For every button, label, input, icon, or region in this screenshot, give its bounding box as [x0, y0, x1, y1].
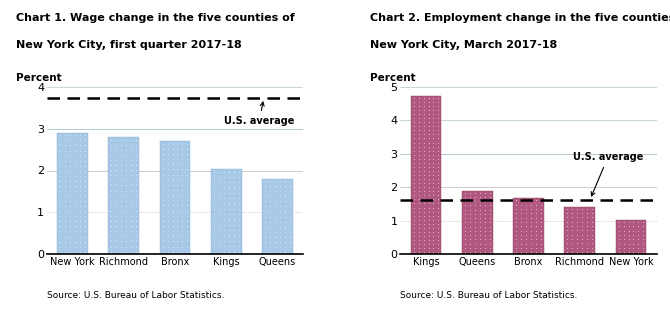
Bar — [462, 191, 492, 254]
Bar — [109, 137, 139, 254]
Text: Chart 1. Wage change in the five counties of: Chart 1. Wage change in the five countie… — [16, 13, 295, 23]
Bar — [411, 96, 442, 254]
Text: Source: U.S. Bureau of Labor Statistics.: Source: U.S. Bureau of Labor Statistics. — [401, 291, 578, 300]
Bar — [57, 133, 88, 254]
Text: New York City, March 2017-18: New York City, March 2017-18 — [370, 40, 557, 50]
Text: Chart 2. Employment change in the five counties of: Chart 2. Employment change in the five c… — [370, 13, 670, 23]
Text: Percent: Percent — [16, 73, 62, 83]
Text: New York City, first quarter 2017-18: New York City, first quarter 2017-18 — [16, 40, 242, 50]
Bar — [262, 179, 293, 254]
Text: Percent: Percent — [370, 73, 415, 83]
Bar — [211, 169, 242, 254]
Bar — [513, 198, 544, 254]
Bar — [159, 141, 190, 254]
Text: U.S. average: U.S. average — [224, 102, 295, 126]
Text: Source: U.S. Bureau of Labor Statistics.: Source: U.S. Bureau of Labor Statistics. — [47, 291, 224, 300]
Text: U.S. average: U.S. average — [573, 152, 643, 196]
Bar — [564, 207, 595, 254]
Bar — [616, 220, 647, 254]
